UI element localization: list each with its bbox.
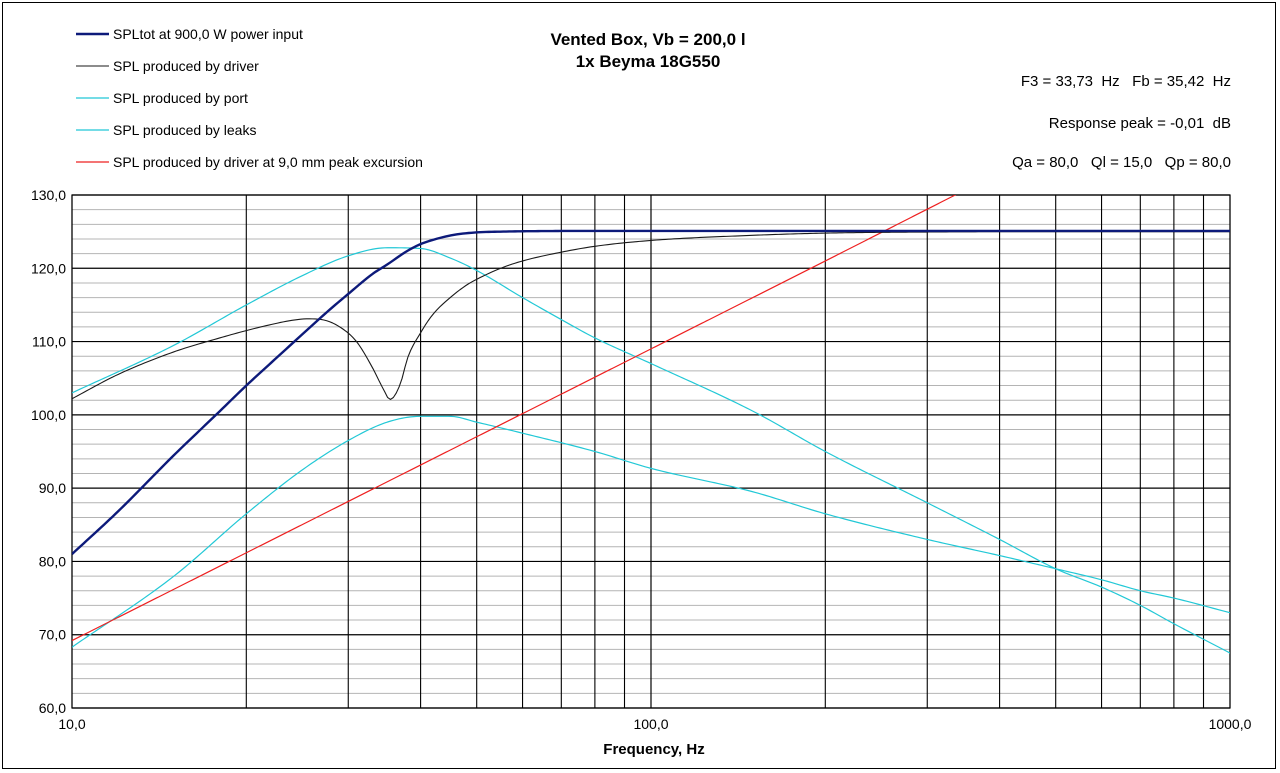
chart-title: Vented Box, Vb = 200,0 l [550, 30, 745, 49]
series-line-spl-produced-by-leaks [72, 415, 1230, 648]
plot-area: 60,0 70,0 80,0 90,0 100,0 110,0 120,0 130,0 10,0… [31, 187, 1252, 732]
plot-border [71, 194, 1231, 709]
series-line-spl-produced-by-port [72, 247, 1230, 654]
x-tick-label: 100,0 [633, 716, 668, 732]
legend-label: SPLtot at 900,0 W power input [113, 26, 303, 42]
legend: SPLtot at 900,0 W power input SPL produce… [76, 26, 423, 170]
y-tick-label: 110,0 [32, 334, 66, 350]
legend-label: SPL produced by driver [113, 58, 259, 74]
legend-label: SPL produced by port [113, 90, 248, 106]
y-tick-label: 80,0 [39, 553, 66, 569]
annotation-q-values: Qa = 80,0 Ql = 15,0 Qp = 80,0 [1012, 154, 1231, 171]
y-tick-label: 100,0 [31, 407, 66, 423]
x-tick-label: 1000,0 [1209, 716, 1252, 732]
series-line-spltot-at-900-0-w-power-input [72, 229, 1230, 555]
y-tick-label: 130,0 [31, 187, 66, 203]
y-tick-label: 60,0 [39, 700, 66, 716]
legend-label: SPL produced by leaks [113, 122, 256, 138]
y-tick-label: 120,0 [31, 260, 66, 276]
chart-subtitle: 1x Beyma 18G550 [576, 52, 721, 71]
x-tick-label: 10,0 [58, 716, 85, 732]
y-tick-label: 70,0 [39, 627, 66, 643]
x-axis-label: Frequency, Hz [603, 741, 704, 758]
legend-label: SPL produced by driver at 9,0 mm peak ex… [113, 154, 423, 170]
annotation-response-peak: Response peak = -0,01 dB [1049, 115, 1231, 132]
annotation-f3-fb: F3 = 33,73 Hz Fb = 35,42 Hz [1021, 73, 1231, 90]
y-tick-label: 90,0 [39, 480, 66, 496]
series-line-spl-produced-by-driver-at-9-0-mm-peak-excursion [72, 195, 957, 642]
